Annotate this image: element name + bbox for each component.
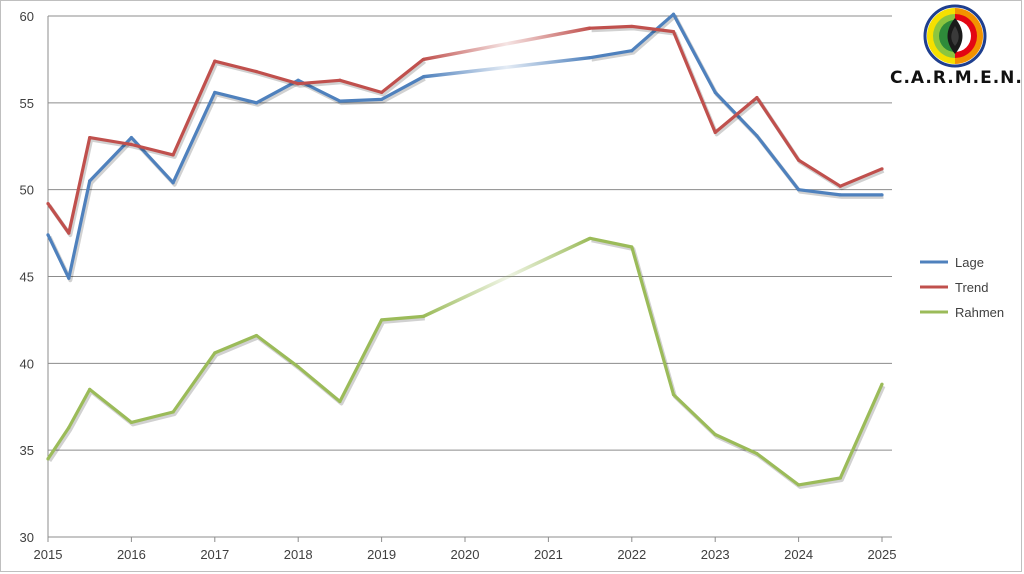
series-line-lage	[46, 75, 425, 280]
data-point-trend	[67, 231, 71, 235]
series-gap-connector-lage	[423, 55, 591, 79]
data-point-trend	[797, 158, 801, 162]
data-point-trend	[254, 69, 259, 74]
series-line-trend	[590, 24, 883, 188]
data-point-trend	[296, 82, 300, 86]
logo-text: C.A.R.M.E.N.	[890, 68, 1023, 88]
data-point-trend	[171, 153, 175, 157]
data-point-lage	[46, 233, 50, 237]
data-point-trend	[129, 142, 133, 147]
series-line-rahmen	[589, 236, 884, 487]
x-tick-label: 2018	[284, 547, 313, 562]
y-tick-label: 40	[20, 356, 34, 371]
data-point-rahmen	[46, 457, 50, 461]
data-point-lage	[838, 193, 842, 197]
series-line-rahmen	[46, 314, 424, 460]
data-point-trend	[880, 167, 884, 171]
y-tick-label: 45	[20, 270, 34, 285]
series-line-trend	[46, 58, 425, 235]
data-point-rahmen	[630, 245, 634, 249]
carmen-logo: C.A.R.M.E.N.	[890, 4, 1023, 96]
data-point-lage	[254, 101, 259, 105]
data-point-rahmen	[380, 318, 384, 322]
data-point-rahmen	[671, 392, 676, 397]
legend-label-trend: Trend	[955, 280, 988, 295]
data-point-trend	[755, 96, 759, 100]
data-point-rahmen	[338, 399, 342, 404]
data-point-rahmen	[880, 382, 884, 386]
data-point-rahmen	[254, 333, 259, 338]
data-point-rahmen	[171, 410, 175, 414]
data-point-trend	[671, 30, 676, 34]
series-gap-connector-rahmen	[422, 236, 591, 319]
legend: Lage Trend Rahmen	[920, 255, 1004, 320]
x-tick-label: 2017	[200, 547, 229, 562]
data-point-trend	[630, 24, 634, 29]
data-point-trend	[213, 59, 217, 63]
logo-emblem-icon	[923, 4, 987, 68]
series-shadow	[591, 14, 884, 199]
data-point-lage	[630, 49, 634, 53]
data-point-rahmen	[129, 420, 133, 424]
legend-label-lage: Lage	[955, 255, 984, 270]
data-point-lage	[880, 193, 884, 197]
gap-connectors	[422, 26, 591, 319]
series-shadow	[47, 316, 425, 463]
data-point-lage	[213, 90, 217, 95]
x-tick-label: 2021	[534, 547, 563, 562]
data-point-lage	[755, 134, 759, 138]
axes: 30 35 40 45 50 55 60 2015 2016 2017 2018 2019 2020 20…	[20, 9, 897, 562]
data-point-trend	[380, 90, 384, 95]
data-point-lage	[67, 276, 71, 280]
y-tick-label: 50	[20, 183, 34, 198]
data-point-lage	[713, 90, 717, 95]
data-point-rahmen	[797, 483, 801, 487]
x-tick-label: 2025	[868, 547, 897, 562]
data-point-lage	[88, 179, 92, 183]
x-tick-label: 2020	[451, 547, 480, 562]
data-point-rahmen	[296, 365, 300, 369]
data-point-rahmen	[67, 425, 71, 430]
data-point-trend	[713, 130, 717, 134]
data-point-lage	[171, 181, 175, 185]
data-point-lage	[797, 188, 801, 192]
data-point-lage	[296, 78, 300, 82]
x-tick-label: 2024	[784, 547, 813, 562]
x-tick-label: 2015	[34, 547, 63, 562]
x-tick-label: 2016	[117, 547, 146, 562]
x-tick-label: 2019	[367, 547, 396, 562]
series-line-lage	[589, 12, 882, 197]
series-layer	[46, 12, 886, 489]
x-tick-label: 2022	[617, 547, 646, 562]
series-shadow	[47, 77, 426, 283]
data-point-rahmen	[713, 432, 717, 437]
series-gap-connector-trend	[422, 26, 591, 62]
x-tick-label: 2023	[701, 547, 730, 562]
y-tick-label: 55	[20, 96, 34, 111]
data-point-trend	[88, 135, 92, 140]
data-point-rahmen	[838, 476, 842, 480]
y-tick-label: 60	[20, 9, 34, 24]
y-tick-label: 30	[20, 530, 34, 545]
data-point-lage	[380, 97, 384, 101]
data-point-lage	[338, 99, 342, 103]
data-point-rahmen	[88, 387, 92, 391]
data-point-rahmen	[213, 351, 217, 355]
legend-label-rahmen: Rahmen	[955, 305, 1004, 320]
y-tick-label: 35	[20, 443, 34, 458]
data-point-trend	[46, 201, 50, 206]
data-point-lage	[129, 135, 133, 140]
data-point-lage	[671, 12, 676, 16]
data-point-rahmen	[755, 452, 759, 456]
data-point-trend	[838, 184, 842, 188]
data-point-trend	[338, 78, 342, 82]
